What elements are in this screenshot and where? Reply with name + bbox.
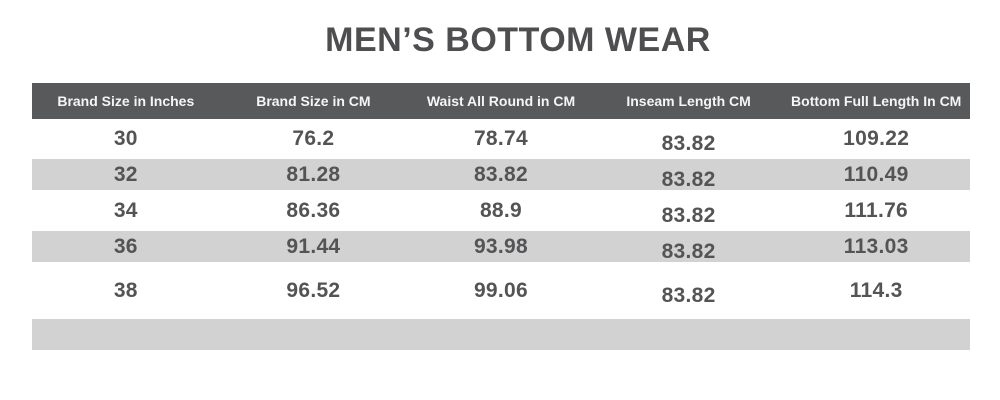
table-cell: 30 (113, 127, 138, 150)
table-cell: 81.28 (286, 162, 341, 186)
table-cell: 76.2 (292, 127, 335, 150)
size-chart-table: Brand Size in Inches Brand Size in CM Wa… (32, 83, 970, 350)
table-cell: 113.03 (843, 234, 909, 258)
column-header-brand-size-cm: Brand Size in CM (256, 93, 371, 109)
table-cell: 114.3 (849, 278, 903, 302)
table-row: 36 91.44 93.98 83.82 113.03 (32, 231, 970, 263)
column-header-waist-all-round: Waist All Round in CM (426, 93, 576, 109)
column-header-inseam-length: Inseam Length CM (626, 93, 751, 109)
table-cell: 86.36 (286, 198, 341, 222)
table-row: 38 96.52 99.06 83.82 114.3 (32, 262, 970, 319)
table-cell: 83.82 (661, 132, 716, 155)
table-cell: 83.82 (661, 239, 716, 263)
table-cell: 111.76 (844, 198, 909, 222)
table-cell: 83.82 (661, 283, 716, 307)
column-header-brand-size-inches: Brand Size in Inches (57, 93, 195, 109)
table-cell: 32 (113, 162, 138, 186)
table-footer-empty-row (32, 319, 970, 350)
table-cell: 91.44 (286, 234, 341, 258)
table-row: 30 76.2 78.74 83.82 109.22 (32, 119, 970, 159)
table-cell: 88.9 (479, 198, 523, 222)
table-cell: 93.98 (473, 234, 529, 258)
table-header-row: Brand Size in Inches Brand Size in CM Wa… (32, 83, 970, 119)
table-cell: 83.82 (661, 203, 716, 227)
table-row: 34 86.36 88.9 83.82 111.76 (32, 190, 970, 231)
table-cell: 38 (113, 278, 138, 302)
table-cell: 36 (113, 234, 138, 258)
table-cell: 83.82 (473, 162, 529, 186)
table-cell: 110.49 (843, 162, 909, 186)
table-cell: 34 (113, 198, 138, 222)
table-cell: 99.06 (473, 278, 529, 302)
table-cell: 96.52 (286, 278, 341, 302)
table-cell: 109.22 (843, 127, 910, 150)
column-header-bottom-full-length: Bottom Full Length In CM (791, 93, 962, 109)
table-cell: 83.82 (661, 167, 716, 191)
page-title: MEN’S BOTTOM WEAR (325, 21, 711, 59)
table-row: 32 81.28 83.82 83.82 110.49 (32, 159, 970, 191)
table-cell: 78.74 (473, 127, 529, 150)
